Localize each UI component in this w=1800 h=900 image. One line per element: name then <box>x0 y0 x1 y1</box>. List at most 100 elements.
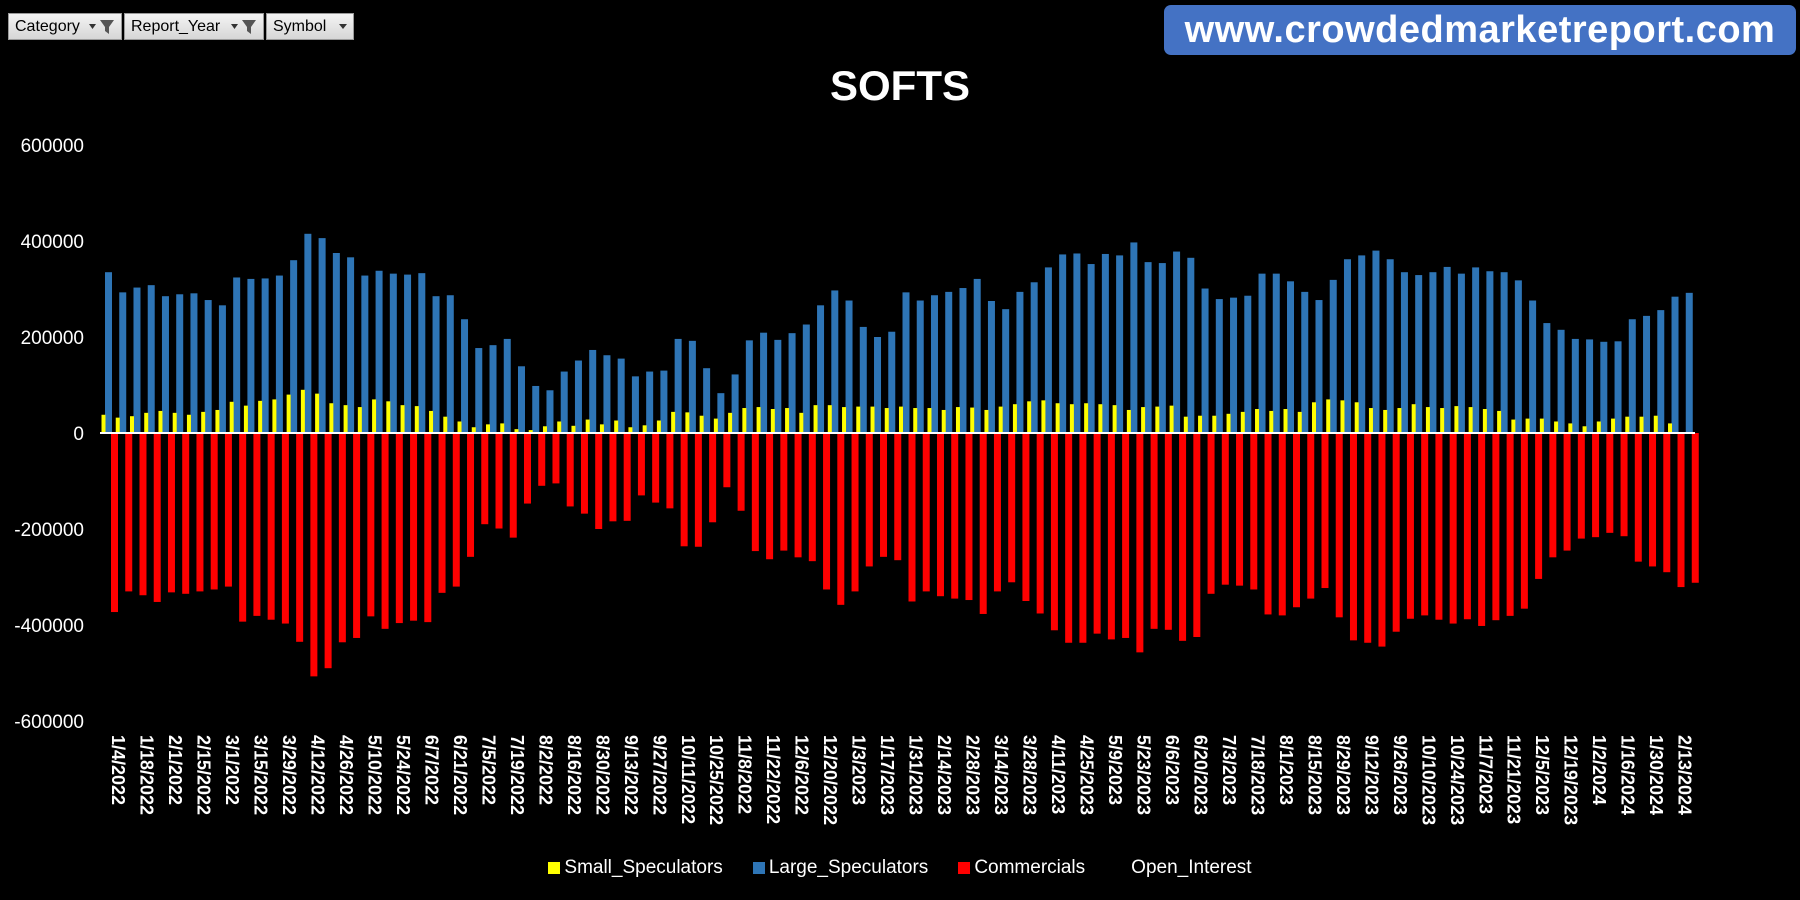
bar-commercials <box>167 433 175 593</box>
x-tick-label: 12/5/2023 <box>1532 735 1552 815</box>
bar-small-speculators <box>1198 415 1203 433</box>
bar-large-speculators <box>973 278 981 433</box>
bar-commercials <box>1307 433 1315 599</box>
bar-small-speculators <box>471 427 476 433</box>
bar-small-speculators <box>1497 410 1502 433</box>
x-tick-label: 1/3/2023 <box>849 735 869 805</box>
bar-small-speculators <box>1084 403 1089 433</box>
bar-large-speculators <box>1016 291 1024 433</box>
chevron-down-icon <box>89 24 96 29</box>
bar-commercials <box>808 433 816 562</box>
website-banner[interactable]: www.crowdedmarketreport.com <box>1164 5 1796 55</box>
bar-small-speculators <box>542 426 547 433</box>
bar-large-speculators <box>1087 264 1095 433</box>
bar-small-speculators <box>414 406 419 433</box>
bar-large-speculators <box>1643 315 1651 433</box>
bar-large-speculators <box>1173 251 1181 433</box>
bar-small-speculators <box>1041 400 1046 433</box>
bar-small-speculators <box>457 421 462 433</box>
bar-commercials <box>1065 433 1073 643</box>
bar-large-speculators <box>489 345 497 433</box>
bar-commercials <box>1392 433 1400 632</box>
x-tick-label: 10/24/2023 <box>1447 735 1467 825</box>
bar-commercials <box>467 433 475 557</box>
bar-commercials <box>1079 433 1087 643</box>
x-tick-label: 8/1/2023 <box>1276 735 1296 805</box>
bar-small-speculators <box>1539 418 1544 433</box>
category-filter-button[interactable]: Category <box>8 13 122 40</box>
report-year-filter-button[interactable]: Report_Year <box>124 13 264 40</box>
legend-item-open-interest: Open_Interest <box>1115 857 1251 879</box>
bar-large-speculators <box>987 301 995 433</box>
x-tick-label: 10/11/2022 <box>678 735 698 824</box>
bar-large-speculators <box>831 290 839 433</box>
bar-commercials <box>794 433 802 558</box>
x-tick-label: 10/10/2023 <box>1418 735 1438 825</box>
bar-large-speculators <box>589 349 597 433</box>
bar-small-speculators <box>699 415 704 433</box>
bar-commercials <box>1207 433 1215 594</box>
bar-commercials <box>1221 433 1229 585</box>
bar-commercials <box>1634 433 1642 562</box>
y-tick-label: -600000 <box>14 712 84 733</box>
bar-commercials <box>424 433 432 623</box>
bar-small-speculators <box>941 409 946 433</box>
bar-commercials <box>395 433 403 624</box>
bar-commercials <box>851 433 859 592</box>
x-tick-label: 8/15/2023 <box>1304 735 1324 815</box>
bar-large-speculators <box>546 390 554 433</box>
bar-commercials <box>1122 433 1130 638</box>
bar-small-speculators <box>1240 411 1245 433</box>
bar-small-speculators <box>1482 409 1487 433</box>
bar-commercials <box>111 433 118 613</box>
bar-small-speculators <box>1112 405 1117 433</box>
bar-small-speculators <box>984 409 989 433</box>
bar-small-speculators <box>785 408 790 433</box>
bar-commercials <box>595 433 603 529</box>
bar-large-speculators <box>1301 291 1309 433</box>
bar-small-speculators <box>201 411 206 433</box>
bar-commercials <box>652 433 660 503</box>
bar-small-speculators <box>856 406 861 433</box>
bar-commercials <box>680 433 688 547</box>
bar-small-speculators <box>500 423 505 433</box>
bar-small-speculators <box>656 420 661 433</box>
bar-commercials <box>1421 433 1429 616</box>
bar-small-speculators <box>1326 399 1331 433</box>
bar-commercials <box>1520 433 1528 609</box>
bar-large-speculators <box>1030 282 1038 433</box>
bar-commercials <box>1136 433 1144 653</box>
report-year-filter-icons <box>231 19 257 35</box>
bar-large-speculators <box>845 300 853 433</box>
x-tick-label: 7/18/2023 <box>1247 735 1267 815</box>
bar-small-speculators <box>1468 407 1473 433</box>
bar-commercials <box>182 433 190 594</box>
bar-small-speculators <box>1141 407 1146 433</box>
bar-small-speculators <box>1212 415 1217 433</box>
bar-large-speculators <box>603 355 611 433</box>
bar-large-speculators <box>318 238 326 433</box>
bar-commercials <box>509 433 517 538</box>
bar-commercials <box>865 433 873 567</box>
chart-title: SOFTS <box>829 62 970 109</box>
bar-commercials <box>1008 433 1016 583</box>
legend-item-commercials: Commercials <box>958 857 1085 879</box>
report-year-filter-label: Report_Year <box>131 17 221 35</box>
y-tick-label: -400000 <box>14 616 84 637</box>
symbol-filter-button[interactable]: Symbol <box>266 13 354 40</box>
bar-small-speculators <box>215 409 220 433</box>
x-tick-label: 11/22/2022 <box>763 735 783 824</box>
bar-commercials <box>281 433 289 624</box>
x-tick-label: 2/1/2022 <box>165 735 185 805</box>
bar-large-speculators <box>532 385 540 433</box>
bar-commercials <box>1535 433 1543 579</box>
bar-small-speculators <box>1568 423 1573 433</box>
bar-large-speculators <box>1529 300 1537 433</box>
bar-commercials <box>1236 433 1244 586</box>
bar-small-speculators <box>813 405 818 433</box>
bar-commercials <box>239 433 247 622</box>
bar-large-speculators <box>1358 255 1366 433</box>
bar-large-speculators <box>745 340 753 433</box>
bar-small-speculators <box>1639 416 1644 433</box>
bar-small-speculators <box>713 418 718 433</box>
